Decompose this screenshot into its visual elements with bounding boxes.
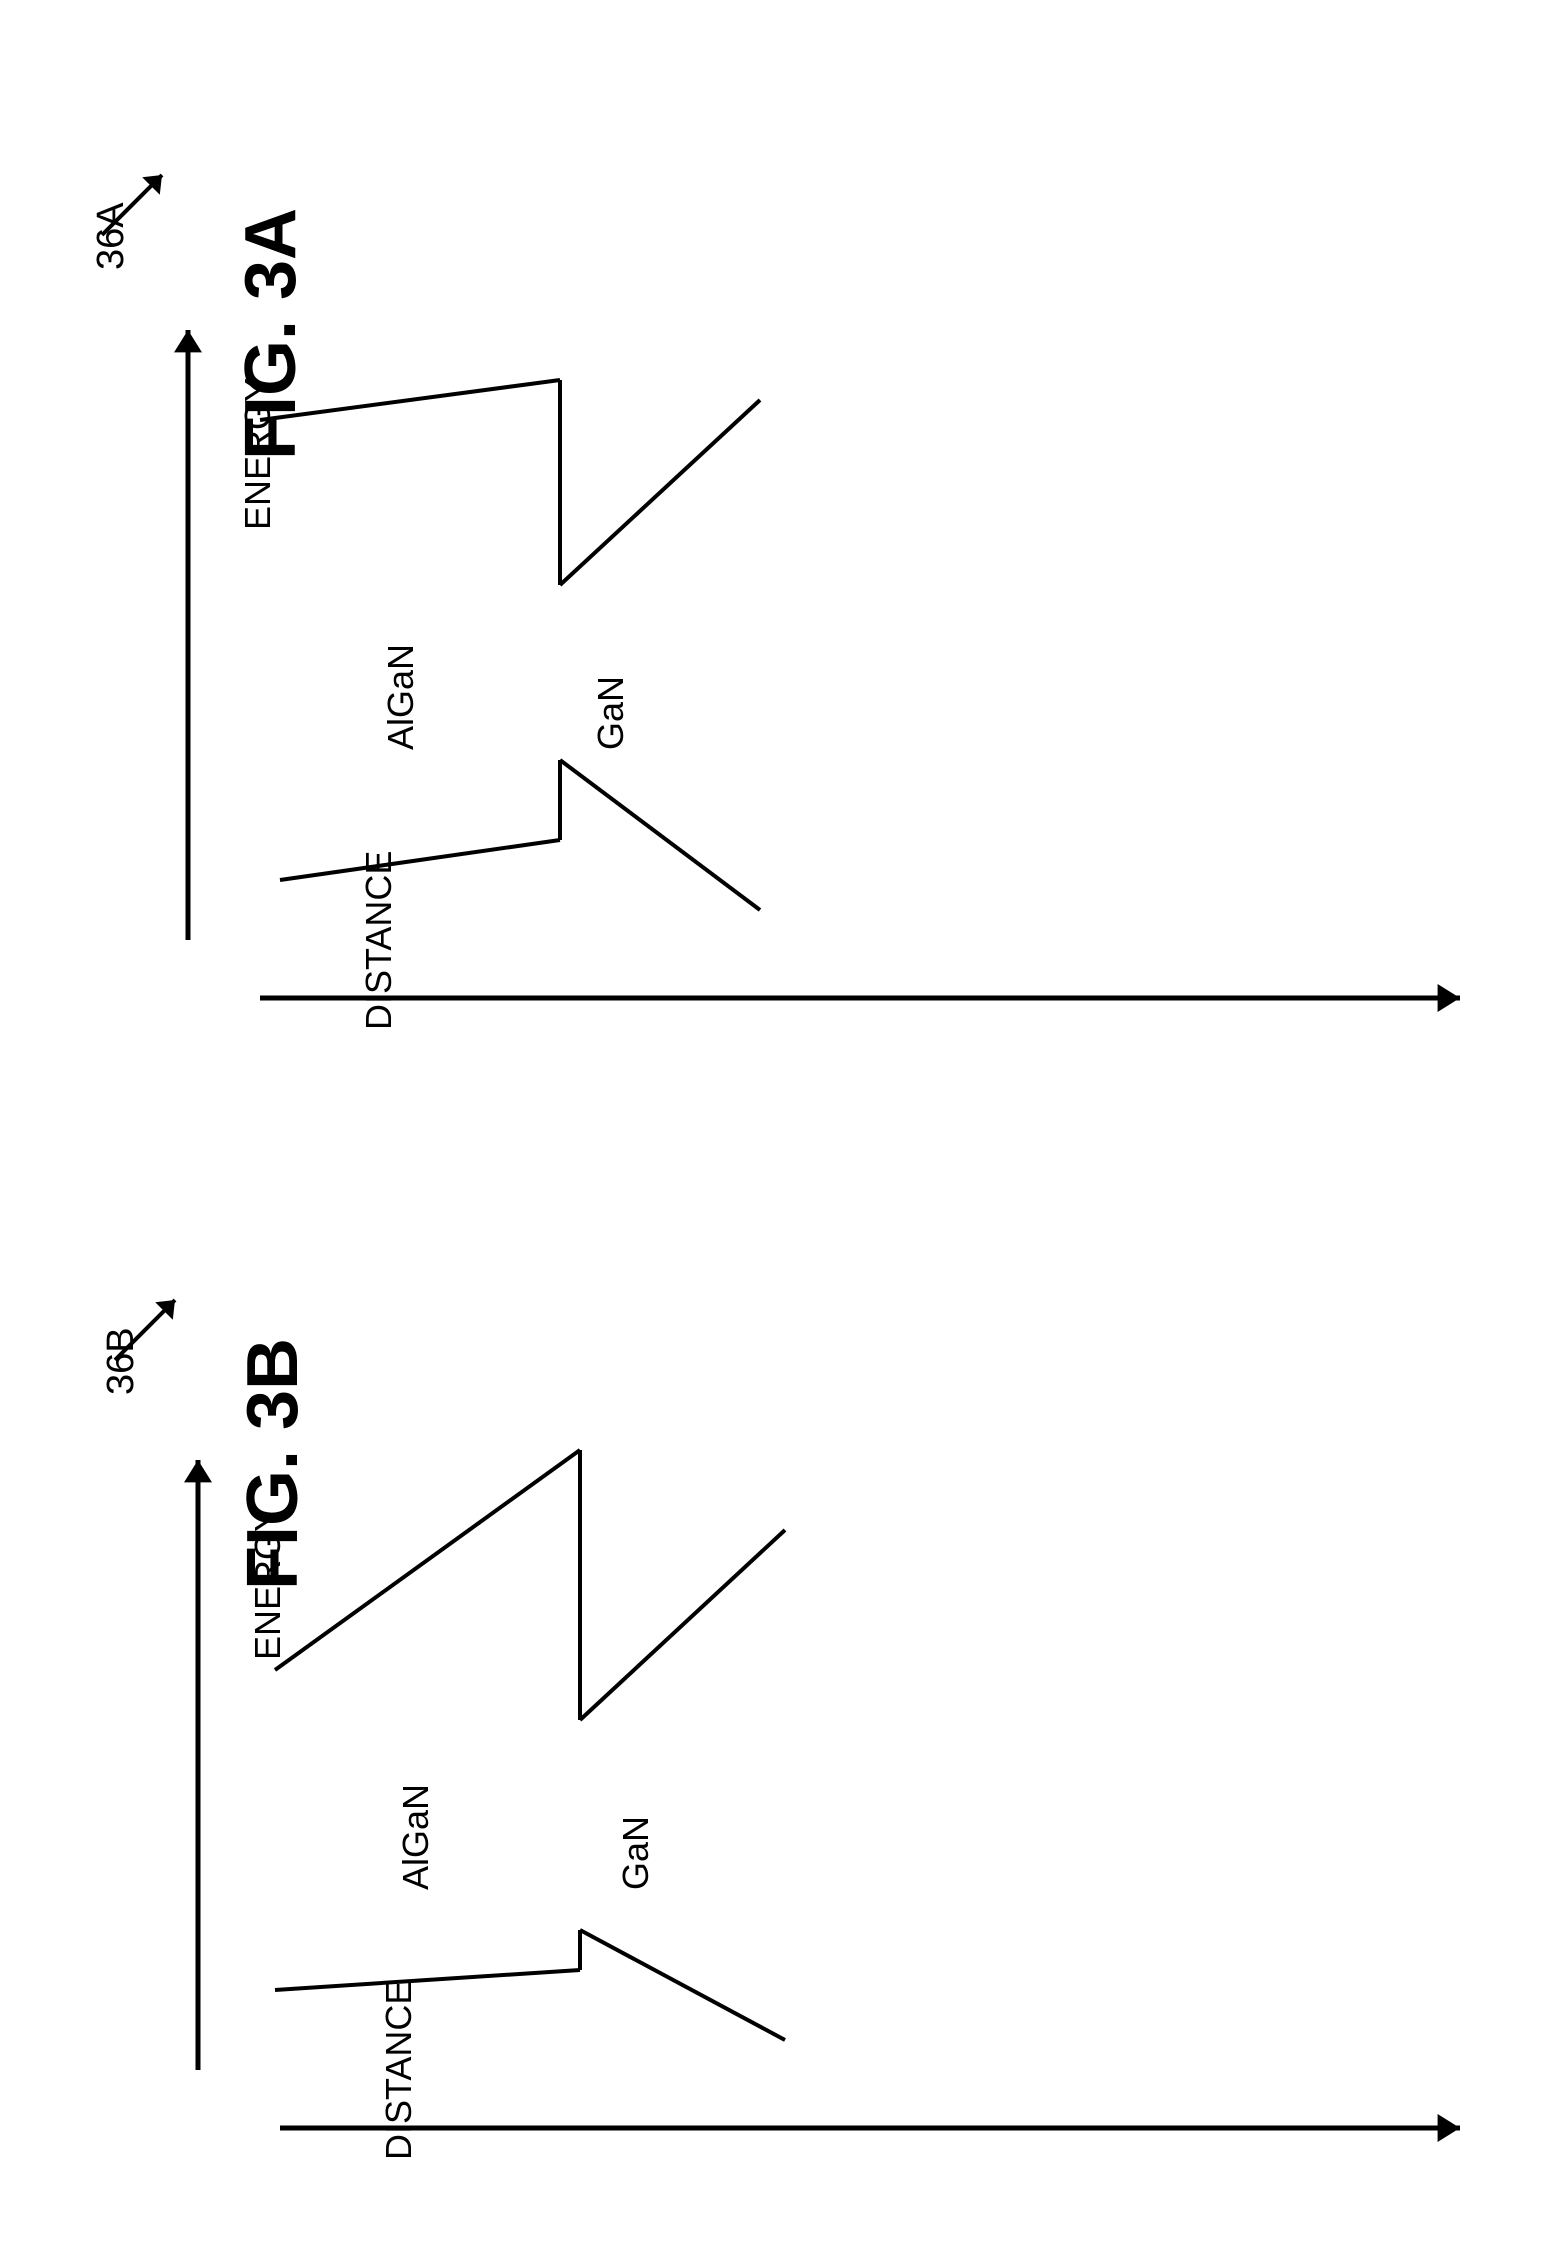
gan-label-a: GaN [590, 676, 632, 750]
figure-3a: FIG. 3A 36A ENERGY DISTANCE AlGaN GaN [0, 40, 1565, 1100]
distance-axis-label-a: DISTANCE [358, 851, 400, 1030]
energy-axis-label-b: ENERGY [247, 1508, 289, 1660]
algan-label-a: AlGaN [380, 644, 422, 750]
algan-label-b: AlGaN [395, 1784, 437, 1890]
energy-axis-label-a: ENERGY [237, 378, 279, 530]
distance-axis-label-b: DISTANCE [378, 1981, 420, 2160]
gan-label-b: GaN [615, 1816, 657, 1890]
diagram-svg-3a [0, 40, 1565, 1100]
figure-3b: FIG. 3B 36B ENERGY DISTANCE AlGaN GaN [0, 1170, 1565, 2230]
diagram-svg-3b [0, 1170, 1565, 2230]
